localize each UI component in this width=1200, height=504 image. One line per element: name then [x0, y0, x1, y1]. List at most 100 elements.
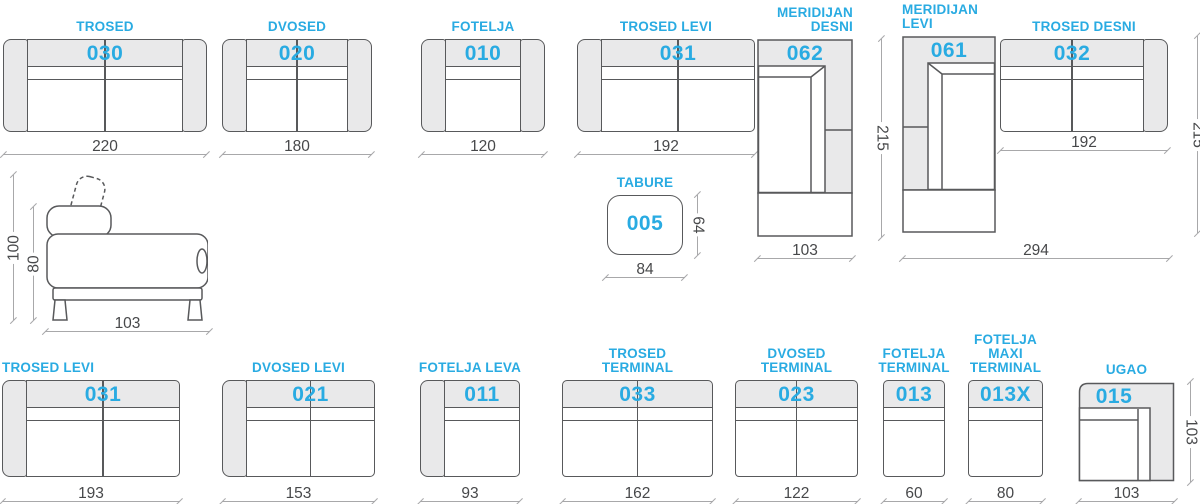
module-title: TROSED TERMINAL — [601, 346, 674, 375]
dim-width: 220 — [3, 139, 207, 155]
sofa-top-view: 021 — [222, 380, 375, 477]
sofa-body: 020 — [246, 39, 348, 132]
seat-edge — [444, 408, 520, 421]
dim-height-label: 215 — [874, 122, 891, 154]
module-title: FOTELJA LEVA — [418, 360, 522, 375]
module-meridijan-desni-062: MERIDIJAN DESNI 062 103 215 — [757, 6, 891, 259]
dim-width: 93 — [420, 486, 520, 502]
dim-total-height: 100 — [6, 175, 23, 320]
armrest-left — [421, 39, 446, 132]
armrest-right — [182, 39, 207, 132]
base-plinth — [52, 287, 203, 301]
cushion-divider — [677, 39, 679, 132]
module-title: TROSED DESNI — [1032, 19, 1136, 34]
cushion-divider — [102, 380, 104, 477]
sofa-top-view: 033 — [562, 380, 713, 477]
sofa-top-view: 031 — [577, 39, 755, 132]
module-title: DVOSED — [267, 19, 327, 34]
sofa-body: 013 — [883, 380, 945, 477]
seat-edge — [883, 408, 945, 421]
dim-width-label: 192 — [650, 139, 682, 154]
module-title: DVOSED LEVI — [252, 360, 345, 375]
dim-combo-width: 294 — [902, 243, 1170, 259]
module-fotelja-leva-011: FOTELJA LEVA 011 93 — [419, 361, 521, 502]
module-fotelja-terminal-013: FOTELJA TERMINAL 013 60 — [878, 347, 949, 502]
module-code: 032 — [1053, 42, 1091, 65]
sofa-top-view: 020 — [222, 39, 372, 132]
chaise-end — [902, 189, 996, 233]
module-code: 031 — [84, 383, 122, 406]
seat-area — [757, 65, 826, 194]
dim-width: 192 — [577, 139, 755, 155]
armrest-left — [420, 380, 445, 477]
dim-width-label: 220 — [89, 139, 121, 154]
armrest-right — [520, 39, 545, 132]
seat-cushion — [883, 421, 945, 477]
seat-cushion — [444, 421, 520, 477]
armrest-left — [577, 39, 602, 132]
sofa-top-view: 011 — [420, 380, 520, 477]
leg-right — [187, 299, 203, 321]
sofa-body: 031 — [26, 380, 180, 477]
back-cushion — [46, 205, 112, 238]
dim-depth-label: 103 — [111, 316, 144, 331]
module-tabure-005: TABURE 005 84 64 — [605, 176, 707, 278]
module-code: 030 — [86, 42, 124, 65]
module-title: MERIDIJAN DESNI — [776, 5, 853, 34]
module-trosed-desni-032: TROSED DESNI 032 192 — [1000, 20, 1168, 151]
dim-width: 193 — [2, 486, 180, 502]
module-code: 011 — [464, 383, 500, 406]
module-fotelja-maxi-terminal-013x: FOTELJA MAXI TERMINAL 013X 80 — [968, 333, 1043, 502]
module-title: TROSED LEVI — [2, 360, 95, 375]
dim-width-label: 103 — [1110, 486, 1143, 501]
dim-width-label: 193 — [75, 486, 107, 501]
module-title: MERIDIJAN LEVI — [902, 2, 979, 31]
module-code: 023 — [778, 383, 815, 406]
dim-width: 84 — [605, 262, 685, 278]
module-trosed-levi-031-top: TROSED LEVI 031 192 — [577, 20, 755, 155]
module-meridijan-levi-061: MERIDIJAN LEVI 061 — [902, 3, 996, 233]
module-title: FOTELJA — [451, 19, 515, 34]
dim-width-label: 180 — [281, 139, 313, 154]
module-title: TROSED LEVI — [619, 19, 713, 34]
module-title: DVOSED TERMINAL — [760, 346, 833, 375]
sofa-top-view: 023 — [735, 380, 858, 477]
module-title: FOTELJA MAXI TERMINAL — [969, 332, 1042, 375]
module-dvosed-levi-021: DVOSED LEVI 021 153 — [222, 361, 375, 502]
sofa-top-view: 032 — [1000, 39, 1168, 132]
sofa-top-view: 010 — [421, 39, 545, 132]
dim-width-label: 162 — [621, 486, 654, 501]
corner-sofa-drawing — [757, 39, 853, 237]
dim-height: 215 — [874, 39, 891, 237]
dim-width-label: 192 — [1068, 135, 1100, 150]
backrest — [444, 380, 520, 408]
dim-width: 60 — [883, 486, 945, 502]
seat-area — [927, 62, 996, 191]
module-dvosed-terminal-023: DVOSED TERMINAL 023 122 — [735, 347, 858, 502]
cushion-divider — [795, 380, 798, 477]
module-code: 013X — [979, 383, 1032, 406]
seat-side — [46, 233, 208, 289]
dim-combo-height: 215 — [1190, 36, 1200, 233]
chaise-end — [757, 192, 853, 237]
sofa-top-view: 013 — [883, 380, 945, 477]
dim-width-label: 93 — [458, 486, 482, 501]
module-title: TROSED — [76, 19, 134, 34]
seat-roll — [196, 248, 208, 274]
armrest-right — [1143, 39, 1168, 132]
cushion-divider — [1071, 39, 1073, 132]
dim-back-height-label: 80 — [26, 251, 43, 276]
module-code: 033 — [619, 383, 656, 406]
corner-sofa-drawing — [1078, 382, 1175, 482]
armrest-left — [222, 39, 247, 132]
module-code: 061 — [930, 39, 968, 62]
dim-width: 122 — [735, 486, 858, 502]
module-code: 031 — [659, 42, 697, 65]
module-title: FOTELJA TERMINAL — [878, 346, 950, 375]
side-view-drawing — [46, 175, 208, 321]
sofa-body: 011 — [444, 380, 520, 477]
dim-height: 103 — [1183, 382, 1200, 482]
dim-width: 180 — [222, 139, 372, 155]
dim-width-label: 84 — [633, 262, 657, 277]
module-fotelja-010: FOTELJA 010 120 — [421, 20, 545, 155]
